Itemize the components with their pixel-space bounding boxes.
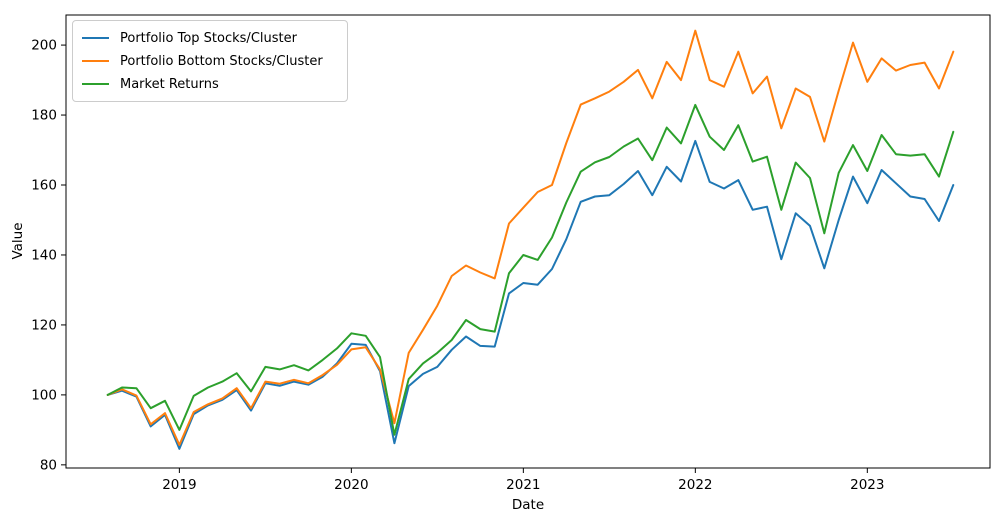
x-tick-label: 2019 [162,477,196,493]
x-tick-label: 2020 [334,477,368,493]
y-tick-label: 160 [31,178,57,194]
y-tick-label: 100 [31,387,57,403]
series-line-0 [106,139,955,450]
legend-line-swatch-blue [82,37,109,39]
legend-item-bottom-stocks: Portfolio Bottom Stocks/Cluster [82,50,339,72]
series-lines [106,29,955,450]
x-axis-ticks: 2019 2020 2021 2022 2023 [162,468,884,493]
x-tick-label: 2021 [506,477,540,493]
y-tick-label: 80 [40,457,57,473]
x-axis-title: Date [512,497,544,513]
legend-label: Portfolio Bottom Stocks/Cluster [120,53,323,69]
y-axis-title: Value [10,222,26,259]
series-line-2 [106,103,955,436]
y-tick-label: 140 [31,247,57,263]
legend-item-market-returns: Market Returns [82,73,339,95]
series-line-1 [106,29,955,446]
legend-label: Portfolio Top Stocks/Cluster [120,30,297,46]
y-tick-label: 120 [31,317,57,333]
x-tick-label: 2023 [850,477,884,493]
plot-area-spines [65,14,991,469]
y-axis-ticks: 80 100 120 140 160 180 200 [31,38,66,473]
legend: Portfolio Top Stocks/Cluster Portfolio B… [72,20,348,102]
legend-line-swatch-orange [82,60,109,62]
y-tick-label: 180 [31,108,57,124]
legend-item-top-stocks: Portfolio Top Stocks/Cluster [82,27,339,49]
y-tick-label: 200 [31,38,57,54]
legend-label: Market Returns [120,76,219,92]
legend-line-swatch-green [82,83,109,85]
x-tick-label: 2022 [678,477,712,493]
